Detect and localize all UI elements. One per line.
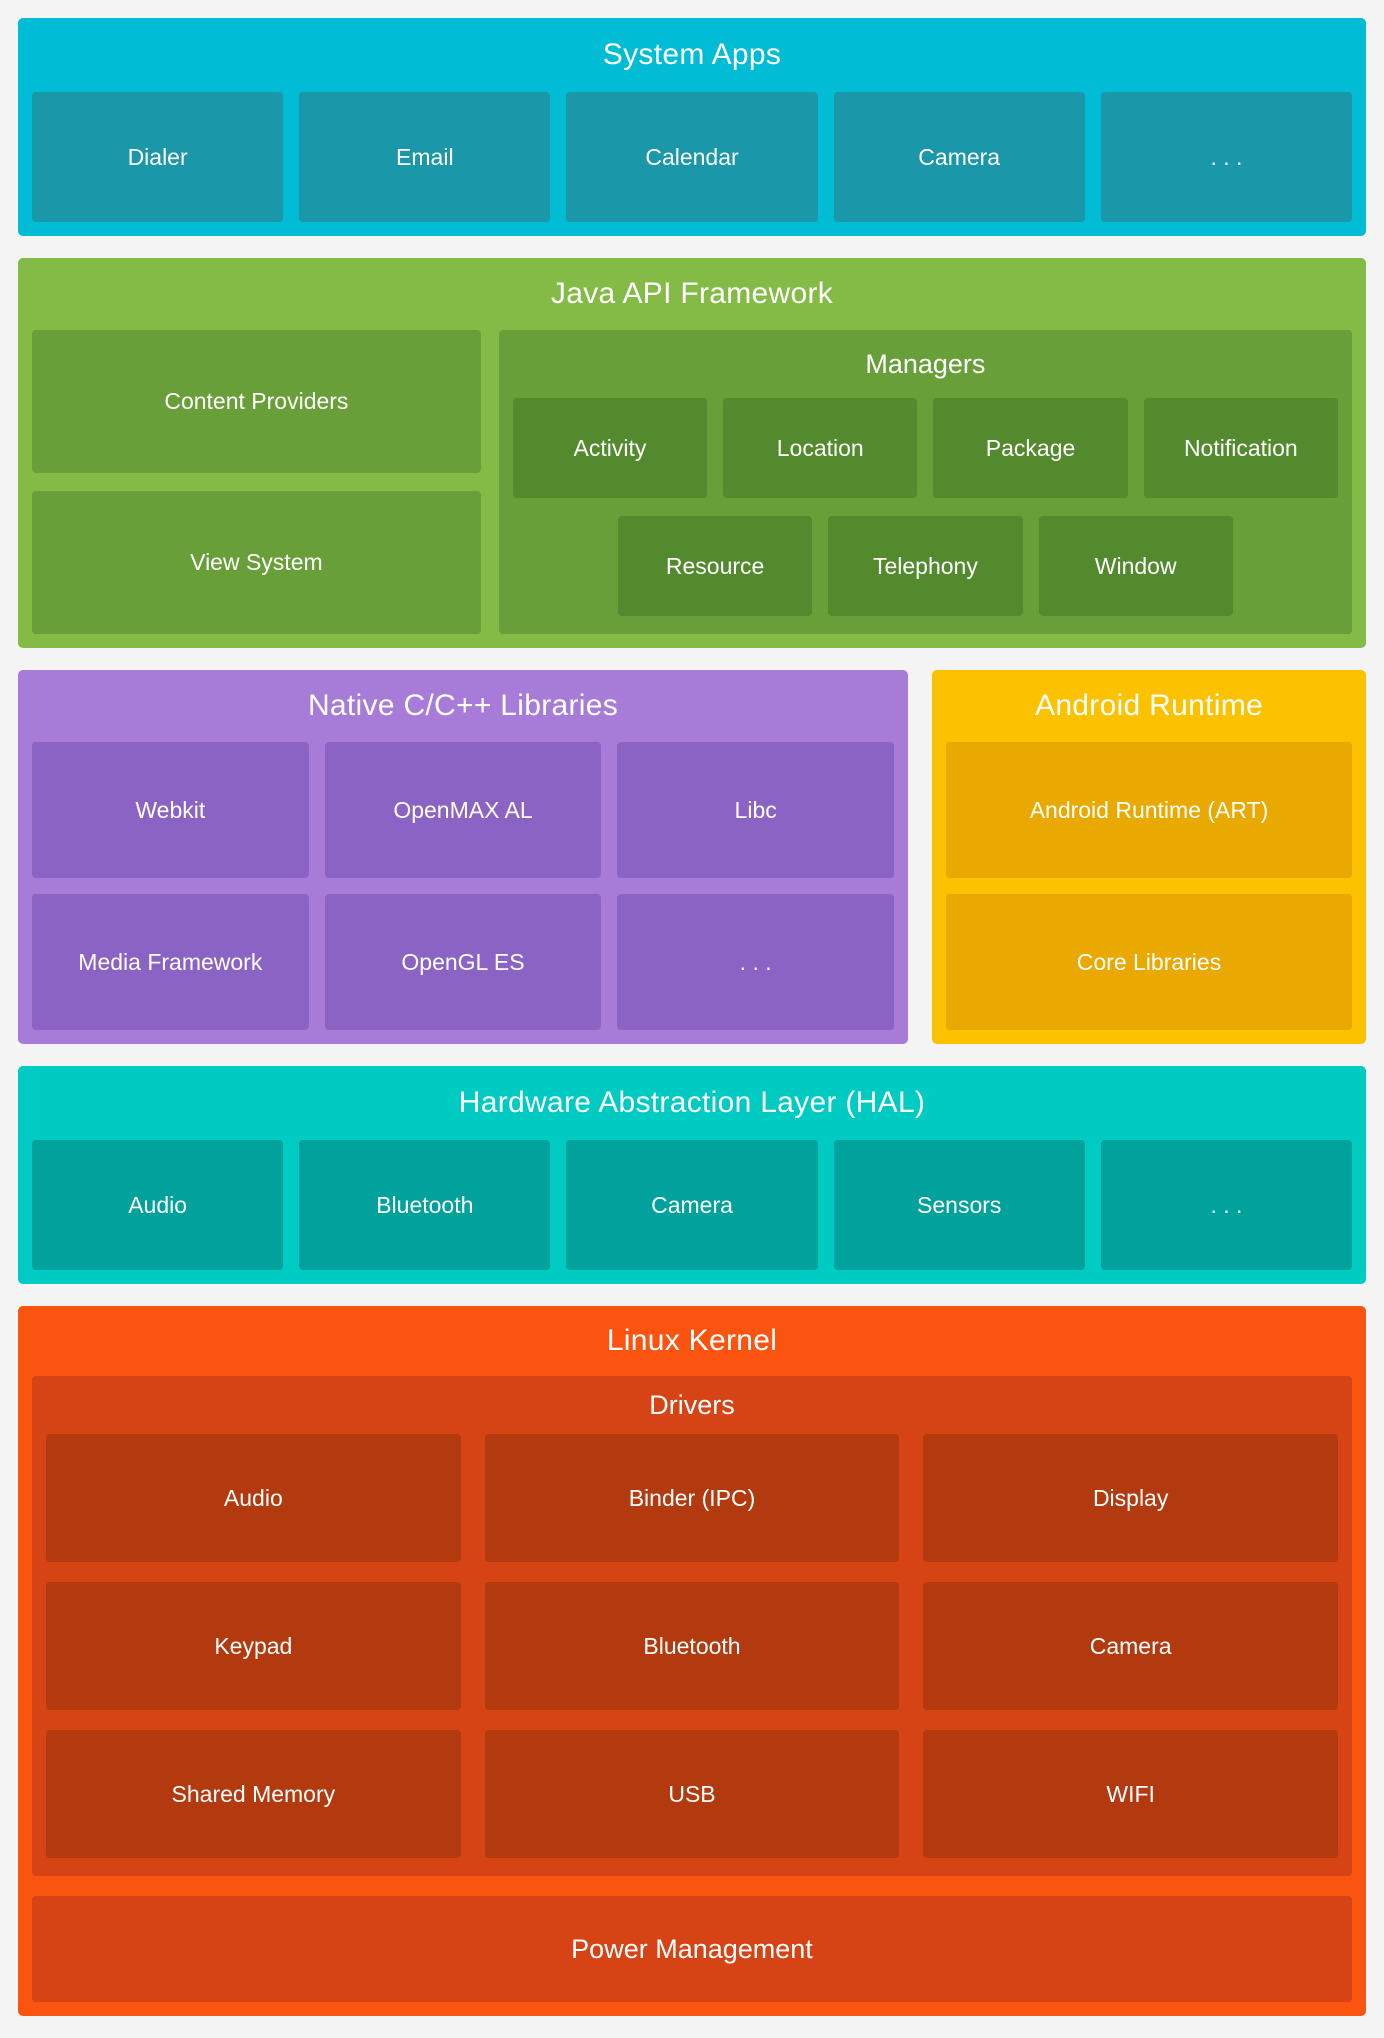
manager-box-window: Window [1038,516,1233,616]
system-app-box-camera: Camera [833,92,1085,222]
view-system-box: View System [32,491,481,634]
hal-section: Hardware Abstraction Layer (HAL) Audio B… [18,1066,1366,1284]
driver-box-usb: USB [484,1730,900,1858]
manager-box-activity: Activity [512,398,708,498]
hal-box-camera: Camera [566,1140,818,1270]
driver-box-bluetooth: Bluetooth [484,1582,900,1710]
android-runtime-title: Android Runtime [1035,689,1263,722]
driver-box-binder-ipc: Binder (IPC) [484,1434,900,1562]
managers-row-1: Activity Location Package Notification [512,398,1338,498]
native-box-libc: Libc [617,742,894,878]
java-api-framework-section: Java API Framework Content Providers Vie… [18,258,1366,648]
runtime-box-core-libraries: Core Libraries [946,894,1352,1030]
native-box-opengl-es: OpenGL ES [324,894,602,1030]
linux-kernel-section: Linux Kernel Drivers Audio Binder (IPC) … [18,1306,1366,2016]
driver-box-camera: Camera [923,1582,1338,1710]
driver-box-wifi: WIFI [923,1730,1338,1858]
manager-box-location: Location [723,398,918,498]
hal-box-bluetooth: Bluetooth [299,1140,551,1270]
managers-row-2: Resource Telephony Window [513,516,1338,616]
native-libraries-grid: Webkit OpenMAX AL Libc Media Framework O… [32,742,894,1030]
manager-box-resource: Resource [617,516,813,616]
system-apps-row: Dialer Email Calendar Camera . . . [32,92,1353,222]
native-box-webkit: Webkit [32,742,309,878]
native-box-media-framework: Media Framework [32,894,309,1030]
android-runtime-section: Android Runtime Android Runtime (ART) Co… [932,670,1366,1044]
native-libraries-section: Native C/C++ Libraries Webkit OpenMAX AL… [18,670,908,1044]
hal-box-audio: Audio [32,1140,284,1270]
hal-title: Hardware Abstraction Layer (HAL) [458,1086,926,1119]
native-box-ellipsis: . . . [617,894,894,1030]
manager-box-package: Package [933,398,1128,498]
java-api-framework-content: Content Providers View System Managers A… [32,330,1352,634]
drivers-title: Drivers [649,1389,735,1420]
java-left-column: Content Providers View System [32,330,481,634]
system-apps-section: System Apps Dialer Email Calendar Camera… [18,18,1366,236]
content-providers-box: Content Providers [32,330,481,473]
drivers-grid: Audio Binder (IPC) Display Keypad Blueto… [46,1434,1338,1858]
manager-box-telephony: Telephony [828,516,1023,616]
driver-box-audio: Audio [46,1434,461,1562]
driver-box-keypad: Keypad [46,1582,461,1710]
android-runtime-column: Android Runtime (ART) Core Libraries [946,742,1352,1030]
power-management-box: Power Management [32,1896,1352,2002]
system-app-box-dialer: Dialer [32,92,284,222]
system-app-box-ellipsis: . . . [1100,92,1353,222]
runtime-box-art: Android Runtime (ART) [946,742,1352,878]
native-runtime-row: Native C/C++ Libraries Webkit OpenMAX AL… [18,670,1366,1044]
system-app-box-email: Email [299,92,551,222]
hal-box-sensors: Sensors [833,1140,1085,1270]
native-box-openmax-al: OpenMAX AL [324,742,602,878]
hal-row: Audio Bluetooth Camera Sensors . . . [32,1140,1353,1270]
managers-title: Managers [865,348,986,379]
managers-container: Managers Activity Location Package Notif… [498,330,1352,634]
manager-box-notification: Notification [1143,398,1338,498]
driver-box-shared-memory: Shared Memory [46,1730,461,1858]
system-apps-title: System Apps [602,38,782,71]
hal-box-ellipsis: . . . [1100,1140,1353,1270]
java-api-framework-title: Java API Framework [550,277,834,310]
system-app-box-calendar: Calendar [566,92,818,222]
driver-box-display: Display [923,1434,1338,1562]
drivers-container: Drivers Audio Binder (IPC) Display Keypa… [32,1376,1352,1876]
linux-kernel-title: Linux Kernel [606,1324,778,1357]
native-libraries-title: Native C/C++ Libraries [307,689,619,722]
